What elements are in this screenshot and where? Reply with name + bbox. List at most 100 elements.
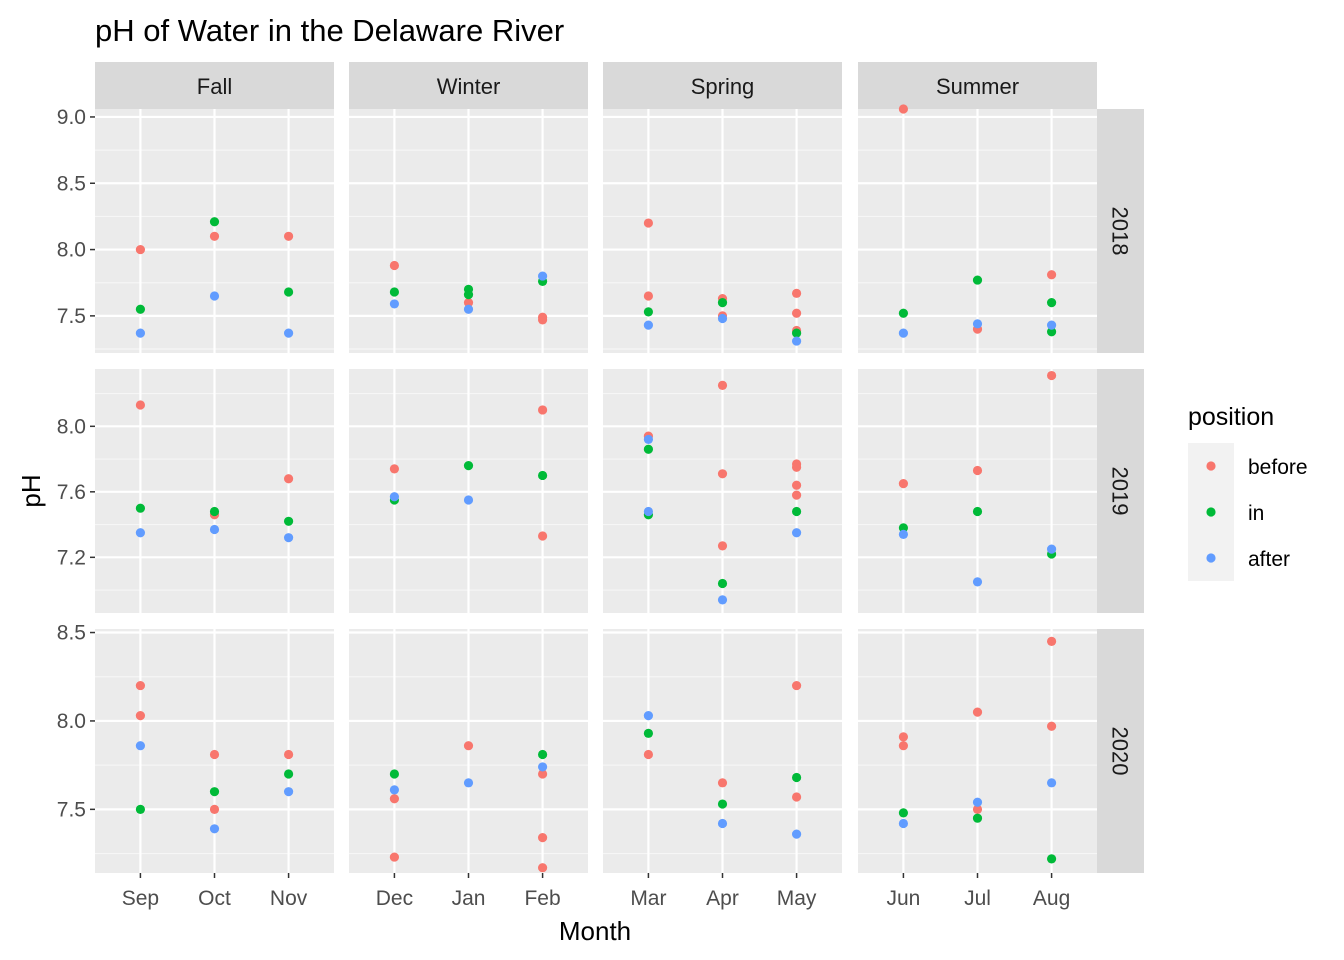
point-after [135, 328, 146, 338]
point-before [537, 833, 548, 843]
legend-label-before: before [1248, 456, 1308, 479]
point-after [1046, 778, 1057, 788]
legend: position before in after [1188, 403, 1308, 581]
point-in [283, 769, 294, 779]
point-in [643, 307, 654, 317]
point-before [389, 852, 400, 862]
point-in [283, 287, 294, 297]
strip-2018 [1097, 109, 1144, 353]
panel-fall-2018 [95, 109, 334, 353]
point-in [643, 444, 654, 454]
point-in [209, 217, 220, 227]
point-after [283, 533, 294, 543]
x-tick-label-mar: Mar [630, 887, 666, 910]
point-after [643, 506, 654, 517]
strip-2020 [1097, 629, 1144, 873]
point-after [972, 319, 983, 329]
point-after [898, 529, 909, 539]
point-in [389, 769, 400, 779]
point-after [791, 336, 802, 346]
data-points [135, 104, 1057, 873]
x-tick-label-sep: Sep [122, 887, 159, 910]
point-after [717, 818, 728, 829]
point-after [791, 528, 802, 538]
point-before [283, 749, 294, 760]
point-after [972, 797, 983, 807]
point-after [791, 829, 802, 839]
point-before [717, 380, 728, 390]
point-in [972, 275, 983, 285]
point-in [463, 290, 474, 300]
point-before [463, 298, 474, 308]
point-before [643, 291, 654, 301]
point-before [389, 260, 400, 271]
point-before [1046, 370, 1057, 381]
point-before [537, 863, 548, 873]
point-in [791, 328, 802, 338]
point-before [283, 474, 294, 484]
point-before [791, 792, 802, 802]
x-tick-label-feb: Feb [524, 887, 560, 910]
x-tick-label-jun: Jun [886, 887, 920, 910]
panel-spring-2020 [603, 629, 842, 873]
point-after [643, 711, 654, 721]
legend-label-after: after [1248, 548, 1290, 571]
point-before [643, 749, 654, 760]
point-before [537, 531, 548, 541]
chart-title: pH of Water in the Delaware River [95, 13, 564, 48]
point-after [898, 818, 909, 829]
point-before [791, 680, 802, 691]
point-in [1046, 298, 1057, 308]
point-after [209, 524, 220, 535]
point-after [283, 328, 294, 338]
strip-spring [603, 62, 842, 109]
point-before [135, 244, 146, 255]
point-after [135, 741, 146, 751]
point-after [463, 304, 474, 314]
point-in [791, 772, 802, 783]
point-before [537, 315, 548, 325]
legend-label-in: in [1248, 502, 1264, 525]
y-tick-label: 7.5 [57, 798, 86, 821]
point-after [537, 271, 548, 281]
point-after [717, 313, 728, 324]
panel-winter-2018 [349, 109, 588, 353]
point-before [135, 711, 146, 721]
y-tick-label: 7.5 [57, 305, 86, 328]
y-tick-label: 7.2 [57, 546, 86, 569]
panel-summer-2019 [858, 369, 1097, 613]
strip-label-2019: 2019 [1108, 467, 1133, 516]
point-before [791, 480, 802, 490]
strip-label-fall: Fall [197, 74, 232, 99]
strip-label-spring: Spring [691, 74, 755, 99]
point-in [283, 516, 294, 526]
point-before [135, 400, 146, 410]
point-in [209, 506, 220, 517]
point-after [717, 595, 728, 605]
strip-fall [95, 62, 334, 109]
point-before [717, 778, 728, 788]
x-tick-label-apr: Apr [706, 887, 739, 910]
point-in [898, 808, 909, 818]
point-before [283, 231, 294, 241]
point-in [898, 308, 909, 318]
point-after [209, 824, 220, 834]
legend-title: position [1188, 403, 1274, 431]
point-in [972, 506, 983, 517]
point-before [1046, 721, 1057, 731]
point-in [537, 470, 548, 481]
y-tick-label: 8.5 [57, 172, 86, 195]
y-tick-label: 8.0 [57, 239, 86, 262]
point-before [717, 541, 728, 551]
point-in [791, 506, 802, 517]
point-after [389, 492, 400, 502]
point-in [643, 728, 654, 738]
point-in [135, 503, 146, 513]
x-tick-label-may: May [777, 887, 817, 910]
point-before [1046, 636, 1057, 646]
x-tick-label-jul: Jul [964, 887, 991, 910]
point-before [791, 308, 802, 318]
panel-fall-2019 [95, 369, 334, 613]
point-before [972, 707, 983, 717]
point-before [1046, 270, 1057, 280]
